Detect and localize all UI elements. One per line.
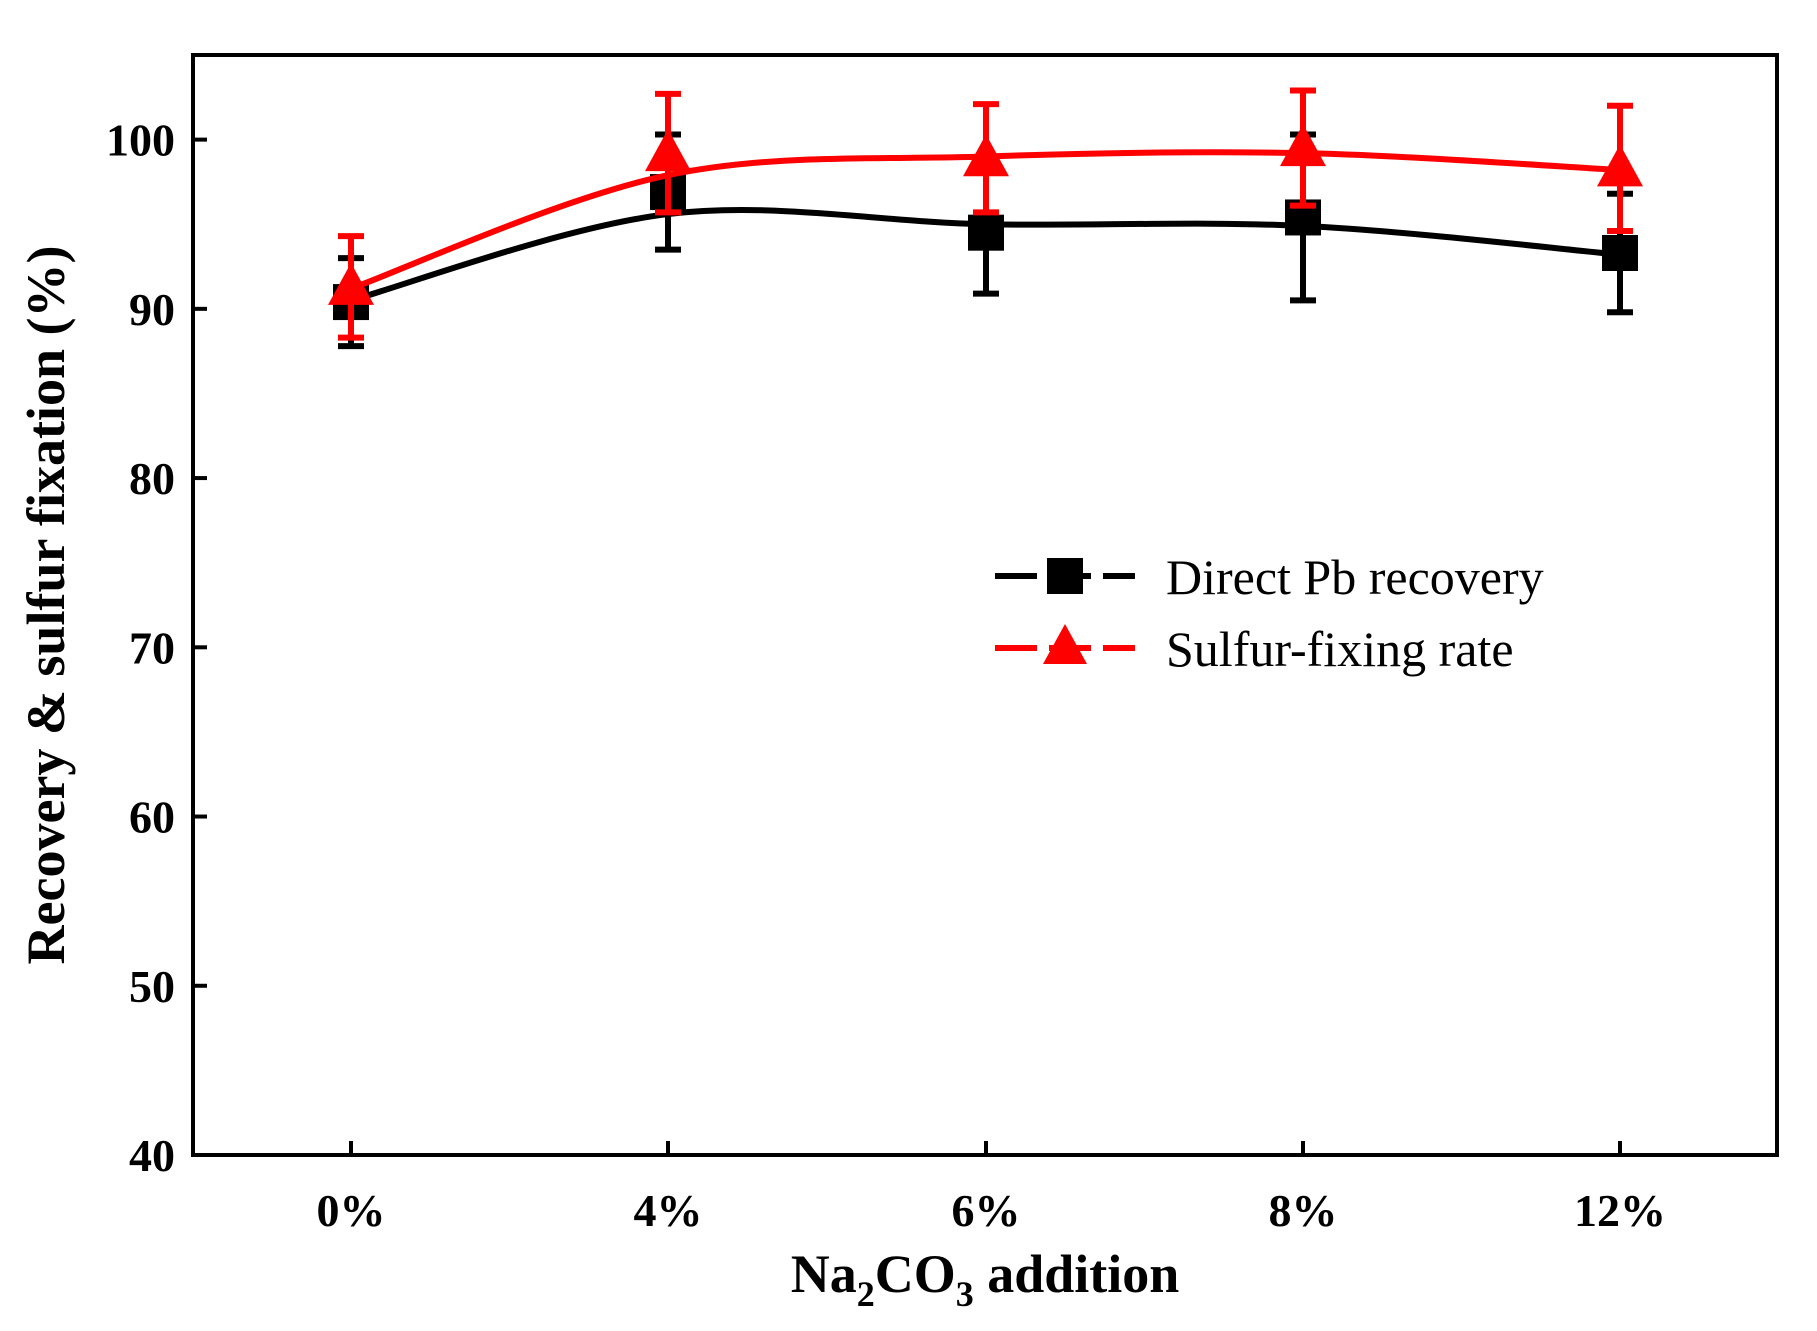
x-tick-label: 4% xyxy=(634,1185,703,1236)
x-tick-label: 8% xyxy=(1269,1185,1338,1236)
y-tick-label: 100 xyxy=(106,115,175,166)
x-axis-ticks: 0% 4% 6% 8% 12% xyxy=(317,1141,1666,1236)
data-point-triangle xyxy=(328,262,374,305)
data-point-triangle xyxy=(1597,144,1643,187)
y-tick-label: 50 xyxy=(129,961,175,1012)
data-point-square xyxy=(1602,235,1638,271)
x-axis-title-part: Na xyxy=(791,1244,857,1304)
y-axis-ticks: 40 50 60 70 80 90 100 xyxy=(106,115,207,1181)
x-axis-title: Na2CO3 addition xyxy=(791,1244,1180,1314)
x-axis-title-part: CO xyxy=(875,1244,956,1304)
data-point-triangle xyxy=(645,129,691,172)
series-sulfur-fixing-rate xyxy=(328,87,1643,341)
legend-marker-triangle xyxy=(1043,624,1087,664)
y-tick-label: 60 xyxy=(129,792,175,843)
x-tick-label: 6% xyxy=(952,1185,1021,1236)
x-tick-label: 12% xyxy=(1574,1185,1666,1236)
data-point-triangle xyxy=(963,134,1009,177)
y-axis-title: Recovery & sulfur fixation (%) xyxy=(16,246,76,965)
x-tick-label: 0% xyxy=(317,1185,386,1236)
y-tick-label: 80 xyxy=(129,453,175,504)
data-point-square xyxy=(968,214,1004,251)
legend-label-s: Sulfur-fixing rate xyxy=(1166,621,1514,677)
x-axis-title-subscript: 3 xyxy=(956,1274,974,1314)
x-axis-title-subscript: 2 xyxy=(857,1274,875,1314)
y-tick-label: 90 xyxy=(129,284,175,335)
legend-marker-square xyxy=(1047,558,1083,594)
y-tick-label: 40 xyxy=(129,1130,175,1181)
data-point-triangle xyxy=(1280,124,1326,167)
legend-label-pb: Direct Pb recovery xyxy=(1166,549,1544,605)
x-axis-title-part: addition xyxy=(974,1244,1180,1304)
series-layer xyxy=(328,87,1643,350)
legend: Direct Pb recovery Sulfur-fixing rate xyxy=(995,549,1544,677)
y-tick-label: 70 xyxy=(129,622,175,673)
